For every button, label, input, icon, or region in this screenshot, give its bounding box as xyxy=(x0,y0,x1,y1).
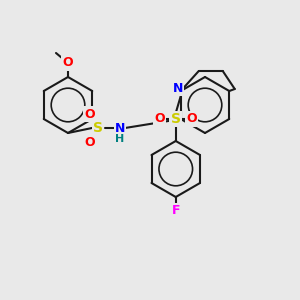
Text: O: O xyxy=(154,112,165,125)
Text: O: O xyxy=(186,112,197,125)
Text: N: N xyxy=(115,122,125,134)
Text: O: O xyxy=(85,136,95,148)
Text: H: H xyxy=(116,134,124,144)
Text: F: F xyxy=(172,205,180,218)
Text: O: O xyxy=(63,56,73,70)
Text: S: S xyxy=(171,112,181,126)
Text: S: S xyxy=(93,121,103,135)
Text: O: O xyxy=(85,107,95,121)
Text: N: N xyxy=(172,82,183,94)
